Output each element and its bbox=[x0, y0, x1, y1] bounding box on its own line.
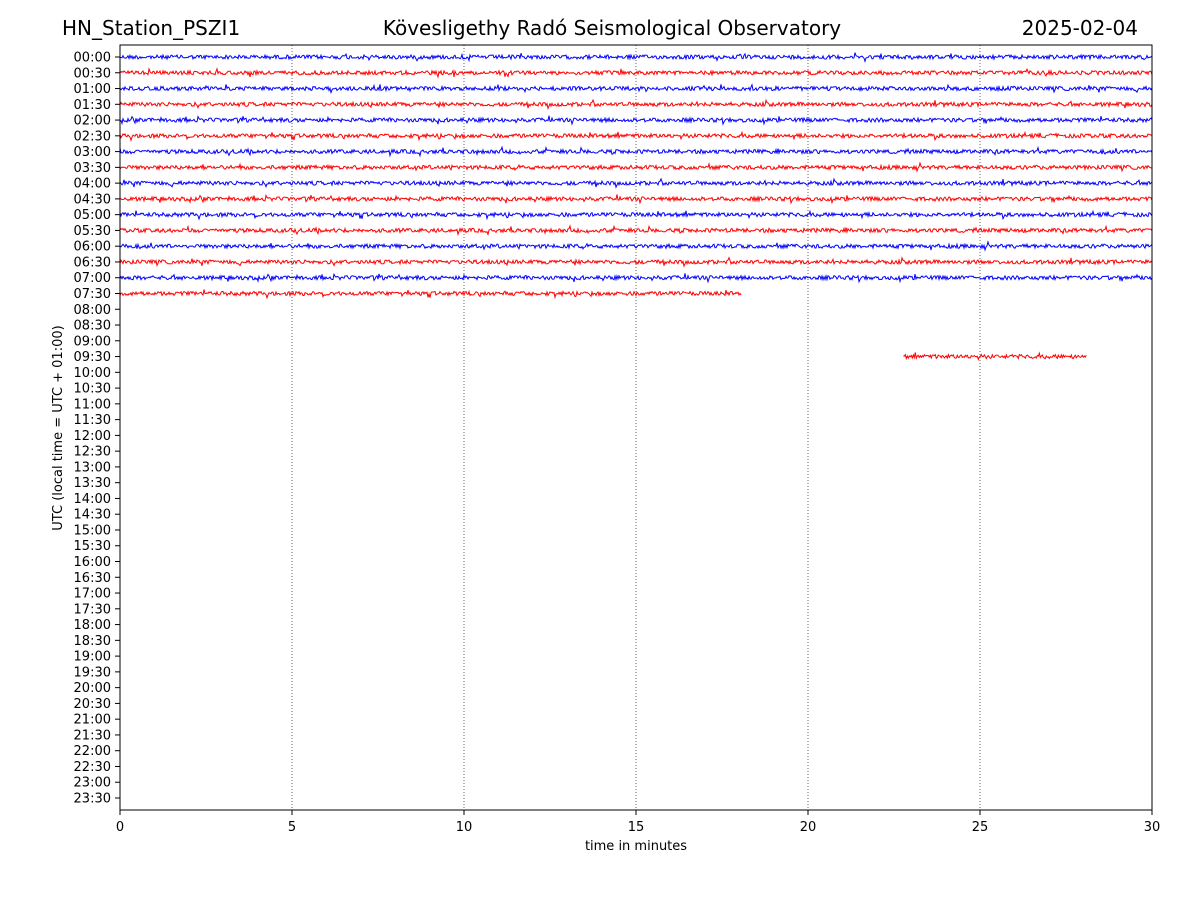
x-tick-label: 0 bbox=[116, 820, 124, 835]
trace-0300 bbox=[119, 145, 1153, 158]
y-tick-label: 19:30 bbox=[74, 665, 111, 680]
y-tick-label: 20:30 bbox=[74, 697, 111, 712]
y-tick-label: 04:30 bbox=[74, 192, 111, 207]
y-tick-label: 00:30 bbox=[74, 66, 111, 81]
y-tick-label: 07:30 bbox=[74, 287, 111, 302]
y-tick-label: 02:30 bbox=[74, 129, 111, 144]
y-tick-label: 14:30 bbox=[74, 508, 111, 523]
y-tick-label: 06:00 bbox=[74, 240, 111, 255]
y-tick-label: 19:00 bbox=[74, 650, 111, 665]
y-tick-label: 23:00 bbox=[74, 776, 111, 791]
trace-0400 bbox=[119, 177, 1153, 189]
y-tick-label: 17:00 bbox=[74, 587, 111, 602]
date-title: 2025-02-04 bbox=[1022, 16, 1138, 40]
y-tick-label: 15:30 bbox=[74, 539, 111, 554]
y-tick-label: 08:00 bbox=[74, 303, 111, 318]
trace-0530 bbox=[119, 224, 1153, 237]
x-tick-label: 30 bbox=[1144, 820, 1161, 835]
chart-title: Kövesligethy Radó Seismological Observat… bbox=[383, 16, 841, 40]
y-tick-label: 21:30 bbox=[74, 728, 111, 743]
x-tick-label: 5 bbox=[288, 820, 296, 835]
y-tick-label: 18:00 bbox=[74, 618, 111, 633]
trace-0930 bbox=[903, 351, 1087, 362]
x-tick-label: 25 bbox=[972, 820, 989, 835]
y-tick-label: 01:00 bbox=[74, 82, 111, 97]
y-tick-label: 11:30 bbox=[74, 413, 111, 428]
trace-0030 bbox=[119, 66, 1153, 79]
station-title: HN_Station_PSZI1 bbox=[62, 16, 240, 40]
y-tick-label: 03:30 bbox=[74, 161, 111, 176]
y-tick-label: 08:30 bbox=[74, 319, 111, 334]
y-tick-label: 22:30 bbox=[74, 760, 111, 775]
y-tick-label: 06:30 bbox=[74, 255, 111, 270]
y-tick-label: 14:00 bbox=[74, 492, 111, 507]
y-tick-label: 17:30 bbox=[74, 602, 111, 617]
trace-0730 bbox=[119, 289, 742, 300]
y-tick-label: 02:00 bbox=[74, 114, 111, 129]
y-axis-label: UTC (local time = UTC + 01:00) bbox=[51, 325, 66, 530]
x-tick-label: 10 bbox=[456, 820, 473, 835]
y-tick-label: 05:00 bbox=[74, 208, 111, 223]
y-tick-label: 21:00 bbox=[74, 713, 111, 728]
y-tick-label: 00:00 bbox=[74, 51, 111, 66]
y-tick-label: 09:00 bbox=[74, 334, 111, 349]
trace-0000 bbox=[119, 52, 1153, 63]
y-tick-label: 10:30 bbox=[74, 382, 111, 397]
trace-0200 bbox=[119, 115, 1153, 126]
x-tick-label: 20 bbox=[800, 820, 817, 835]
trace-0430 bbox=[119, 194, 1153, 205]
y-tick-label: 12:30 bbox=[74, 445, 111, 460]
trace-0230 bbox=[119, 130, 1153, 142]
x-axis-label: time in minutes bbox=[585, 839, 687, 854]
y-tick-label: 05:30 bbox=[74, 224, 111, 239]
trace-0600 bbox=[119, 240, 1153, 252]
y-tick-label: 13:00 bbox=[74, 460, 111, 475]
y-tick-label: 04:00 bbox=[74, 177, 111, 192]
y-tick-label: 22:00 bbox=[74, 744, 111, 759]
trace-0330 bbox=[119, 161, 1153, 173]
y-tick-label: 11:00 bbox=[74, 397, 111, 412]
y-tick-label: 01:30 bbox=[74, 98, 111, 113]
y-tick-label: 12:00 bbox=[74, 429, 111, 444]
trace-0700 bbox=[119, 272, 1153, 284]
x-tick-label: 15 bbox=[628, 820, 645, 835]
y-tick-label: 07:00 bbox=[74, 271, 111, 286]
y-tick-label: 09:30 bbox=[74, 350, 111, 365]
y-tick-label: 20:00 bbox=[74, 681, 111, 696]
trace-0500 bbox=[119, 209, 1153, 221]
trace-0100 bbox=[119, 83, 1153, 95]
y-tick-label: 16:00 bbox=[74, 555, 111, 570]
y-tick-label: 16:30 bbox=[74, 571, 111, 586]
y-tick-label: 10:00 bbox=[74, 366, 111, 381]
y-tick-label: 15:00 bbox=[74, 523, 111, 538]
trace-0130 bbox=[119, 98, 1153, 110]
y-tick-label: 03:00 bbox=[74, 145, 111, 160]
trace-0630 bbox=[119, 256, 1153, 268]
y-tick-label: 18:30 bbox=[74, 634, 111, 649]
y-tick-label: 23:30 bbox=[74, 792, 111, 807]
y-tick-label: 13:30 bbox=[74, 476, 111, 491]
